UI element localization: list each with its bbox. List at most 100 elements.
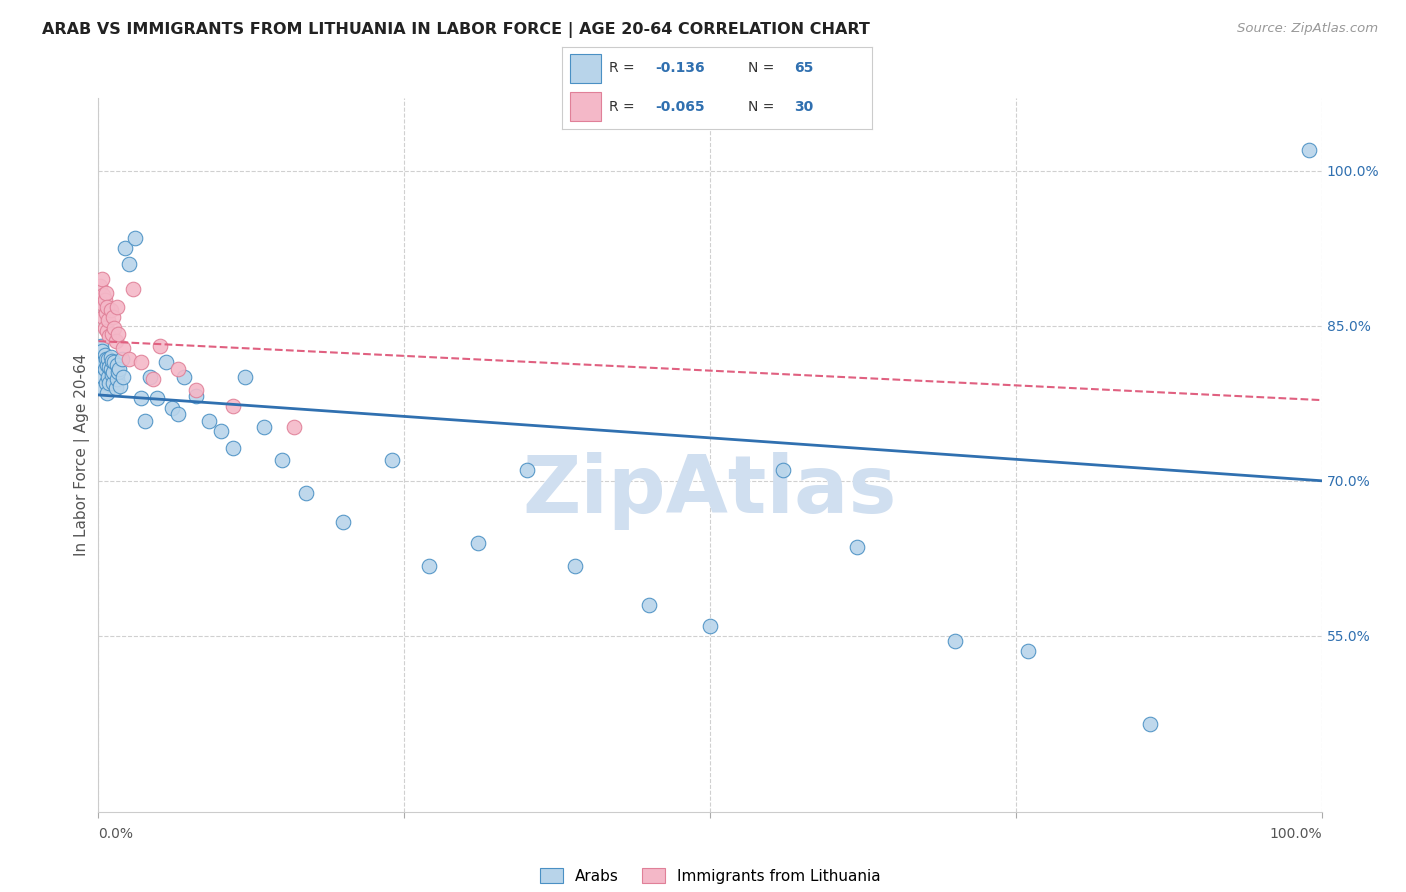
Point xyxy=(222,441,245,455)
Point xyxy=(1017,644,1039,658)
Point xyxy=(295,486,318,500)
Text: 65: 65 xyxy=(794,62,814,75)
Point xyxy=(114,241,136,255)
Point xyxy=(93,348,115,362)
Point xyxy=(100,350,122,364)
Point xyxy=(283,420,305,434)
Point xyxy=(96,385,118,400)
Point xyxy=(111,342,134,356)
Point xyxy=(101,368,124,383)
Point xyxy=(90,359,112,374)
Point xyxy=(167,407,190,421)
Point xyxy=(110,378,132,392)
Point xyxy=(107,365,129,379)
Text: 0.0%: 0.0% xyxy=(98,827,134,841)
Point xyxy=(118,351,141,366)
Text: 30: 30 xyxy=(794,100,814,114)
Point xyxy=(209,424,232,438)
Point xyxy=(270,453,294,467)
Point xyxy=(94,376,117,390)
Point xyxy=(94,351,117,366)
Text: -0.065: -0.065 xyxy=(655,100,704,114)
Point xyxy=(155,355,177,369)
Text: -0.136: -0.136 xyxy=(655,62,704,75)
Point xyxy=(94,285,117,300)
Bar xyxy=(571,54,602,83)
Point xyxy=(160,401,183,416)
Point xyxy=(101,326,124,341)
Point xyxy=(222,400,245,414)
Point xyxy=(91,310,114,325)
Point xyxy=(91,370,114,384)
Point xyxy=(134,414,156,428)
Point xyxy=(103,355,125,369)
Point xyxy=(98,359,121,374)
Point xyxy=(101,376,124,390)
Point xyxy=(107,326,129,341)
Point xyxy=(91,355,114,369)
Legend: Arabs, Immigrants from Lithuania: Arabs, Immigrants from Lithuania xyxy=(533,862,887,889)
Text: N =: N = xyxy=(748,100,779,114)
Point xyxy=(108,362,131,376)
Point xyxy=(91,287,114,301)
Point xyxy=(381,453,404,467)
Point xyxy=(467,536,489,550)
Point xyxy=(173,370,195,384)
Point xyxy=(91,381,114,395)
Text: ZipAtlas: ZipAtlas xyxy=(523,451,897,530)
Point xyxy=(1139,716,1161,731)
Point xyxy=(96,300,118,314)
Point xyxy=(129,355,152,369)
Point xyxy=(105,358,128,372)
Point xyxy=(515,463,537,477)
Point xyxy=(167,362,190,376)
Point xyxy=(233,370,256,384)
Point xyxy=(111,370,134,384)
Point xyxy=(89,350,111,364)
Point xyxy=(101,353,124,368)
Text: 100.0%: 100.0% xyxy=(1270,827,1322,841)
Point xyxy=(118,257,141,271)
Point xyxy=(129,391,152,405)
Point xyxy=(91,272,114,286)
Point xyxy=(186,389,208,403)
Point xyxy=(121,282,143,296)
Point xyxy=(96,324,118,338)
Point xyxy=(98,376,121,390)
Point xyxy=(197,414,219,428)
Point xyxy=(638,598,661,612)
Point xyxy=(97,313,120,327)
Text: R =: R = xyxy=(609,62,638,75)
Point xyxy=(845,540,868,554)
Point xyxy=(90,296,112,310)
Point xyxy=(564,558,586,573)
Point xyxy=(146,391,169,405)
Point xyxy=(105,300,128,314)
Point xyxy=(101,365,124,379)
Point xyxy=(103,320,125,334)
Point xyxy=(1298,143,1320,157)
Point xyxy=(105,372,128,386)
Point xyxy=(104,381,127,395)
Point xyxy=(149,339,172,353)
Point xyxy=(142,372,165,386)
Point xyxy=(252,420,274,434)
Y-axis label: In Labor Force | Age 20-64: In Labor Force | Age 20-64 xyxy=(75,354,90,556)
Point xyxy=(93,320,115,334)
Point xyxy=(124,231,146,245)
Point xyxy=(111,351,134,366)
Text: Source: ZipAtlas.com: Source: ZipAtlas.com xyxy=(1237,22,1378,36)
Point xyxy=(332,515,354,529)
Point xyxy=(699,618,721,632)
Point xyxy=(943,634,966,648)
Point xyxy=(97,370,120,384)
Point xyxy=(93,293,115,307)
Point xyxy=(104,334,127,348)
Point xyxy=(101,310,124,325)
Point xyxy=(89,279,111,293)
Point xyxy=(418,558,440,573)
Point xyxy=(93,362,115,376)
Point xyxy=(94,306,117,320)
Point xyxy=(139,370,162,384)
Point xyxy=(186,383,208,397)
